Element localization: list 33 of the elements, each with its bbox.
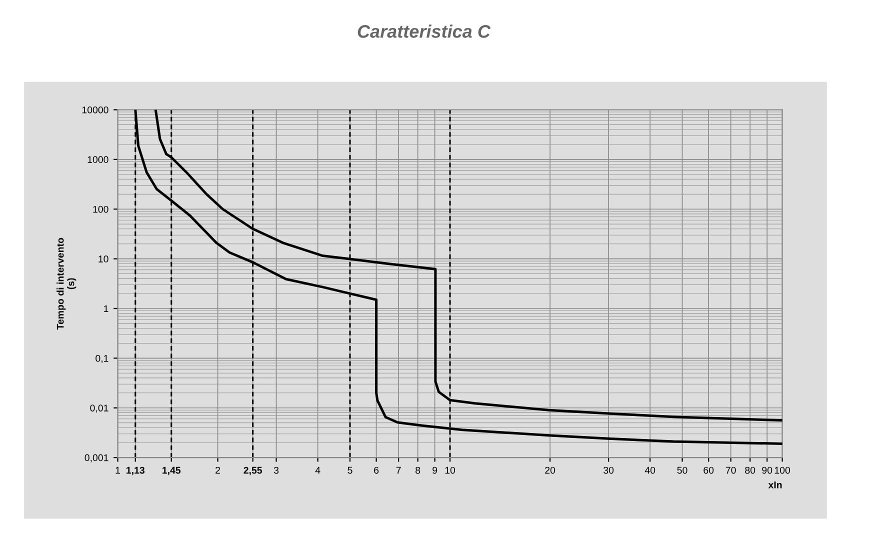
x-tick-label: 8 (416, 466, 420, 474)
x-tick-label: 4 (315, 466, 320, 474)
x-tick-label: 50 (677, 466, 688, 474)
x-tick-label: 100 (774, 466, 790, 474)
y-tick-label: 10 (98, 256, 108, 262)
y-tick-label: 0,01 (90, 404, 108, 413)
x-tick-label: 60 (704, 466, 714, 474)
ref-line-label: 2,55 (244, 466, 262, 476)
x-tick-label: 7 (396, 466, 401, 474)
ref-line-label: 1,45 (162, 466, 181, 476)
y-tick-label: 1000 (88, 156, 108, 164)
x-tick-label: 6 (374, 466, 379, 474)
x-tick-label: 70 (726, 466, 736, 474)
x-tick-label: 80 (745, 466, 756, 474)
x-tick-label: 9 (432, 466, 438, 474)
y-axis-title: Tempo di intervento (s) (56, 238, 76, 330)
y-tick-label: 10000 (82, 106, 108, 114)
ref-line-label: 1,13 (126, 466, 144, 476)
y-tick-label: 0,001 (84, 454, 108, 462)
x-tick-label: 2 (216, 466, 220, 474)
x-tick-label: 1 (116, 466, 120, 474)
x-tick-label: 40 (644, 466, 656, 474)
x-tick-label: 20 (545, 466, 556, 474)
x-tick-label: 30 (604, 466, 614, 474)
x-tick-label: 90 (762, 466, 772, 474)
x-tick-label: 3 (274, 466, 279, 474)
x-axis-title: xIn (768, 482, 782, 488)
ref-line-label: 10 (445, 466, 456, 474)
chart-title: Caratteristica C (358, 24, 491, 38)
ref-line-label: 5 (348, 466, 352, 474)
y-tick-label: 1 (104, 305, 108, 312)
y-tick-label: 100 (93, 206, 108, 213)
y-tick-label: 0,1 (96, 354, 108, 363)
